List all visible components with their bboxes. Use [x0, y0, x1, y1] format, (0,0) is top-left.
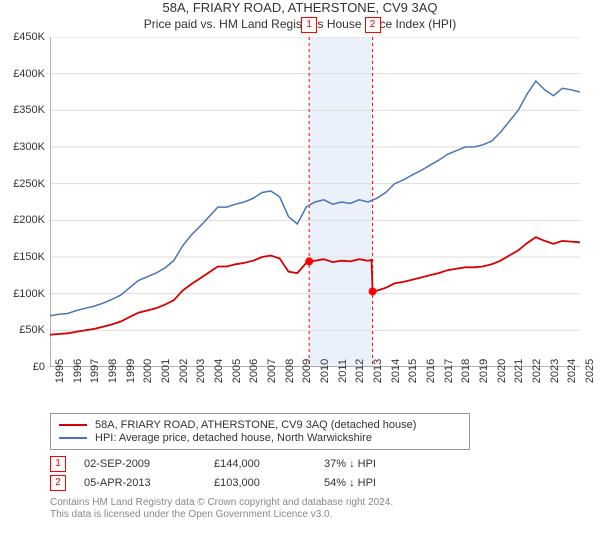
- x-tick-label: 2001: [160, 359, 172, 383]
- x-tick-label: 1997: [89, 359, 101, 383]
- sale-date: 02-SEP-2009: [84, 458, 214, 470]
- legend-item-0: 58A, FRIARY ROAD, ATHERSTONE, CV9 3AQ (d…: [59, 419, 461, 431]
- x-tick-label: 2011: [337, 359, 349, 383]
- x-tick-label: 2023: [549, 359, 561, 383]
- y-tick-label: £50K: [19, 324, 45, 336]
- x-tick-label: 2024: [566, 359, 578, 383]
- sale-date: 05-APR-2013: [84, 477, 214, 489]
- x-tick-label: 2017: [443, 359, 455, 383]
- y-tick-label: £200K: [13, 214, 45, 226]
- chart-svg: [50, 37, 580, 367]
- x-tick-label: 1995: [54, 359, 66, 383]
- sale-hpi-diff: 54% ↓ HPI: [324, 477, 444, 489]
- x-tick-label: 1998: [107, 359, 119, 383]
- x-tick-label: 2003: [195, 359, 207, 383]
- sale-price: £103,000: [214, 477, 324, 489]
- footer-line-1: Contains HM Land Registry data © Crown c…: [50, 497, 600, 510]
- x-tick-label: 2020: [496, 359, 508, 383]
- x-tick-label: 2025: [584, 359, 596, 383]
- x-tick-label: 2004: [213, 359, 225, 383]
- y-tick-label: £100K: [13, 288, 45, 300]
- x-tick-label: 2019: [478, 359, 490, 383]
- x-tick-label: 2012: [354, 359, 366, 383]
- x-tick-label: 2016: [425, 359, 437, 383]
- y-tick-label: £450K: [13, 31, 45, 43]
- x-tick-label: 2009: [301, 359, 313, 383]
- y-tick-label: £400K: [13, 68, 45, 80]
- legend-item-1: HPI: Average price, detached house, Nort…: [59, 432, 461, 444]
- legend-swatch: [59, 424, 87, 426]
- x-tick-label: 2005: [231, 359, 243, 383]
- sale-price: £144,000: [214, 458, 324, 470]
- x-tick-label: 2013: [372, 359, 384, 383]
- x-tick-label: 2010: [319, 359, 331, 383]
- legend-swatch: [59, 437, 87, 439]
- x-tick-label: 1999: [125, 359, 137, 383]
- footer-attribution: Contains HM Land Registry data © Crown c…: [50, 497, 600, 522]
- x-tick-label: 2006: [248, 359, 260, 383]
- sale-badge: 1: [50, 456, 66, 472]
- chart-title: 58A, FRIARY ROAD, ATHERSTONE, CV9 3AQ: [0, 0, 600, 17]
- x-tick-label: 2007: [266, 359, 278, 383]
- sale-row-1: 1 02-SEP-2009£144,00037% ↓ HPI: [50, 456, 600, 472]
- y-tick-label: £300K: [13, 141, 45, 153]
- x-tick-label: 2000: [142, 359, 154, 383]
- sale-hpi-diff: 37% ↓ HPI: [324, 458, 444, 470]
- x-tick-label: 2014: [390, 359, 402, 383]
- sales-table: 1 02-SEP-2009£144,00037% ↓ HPI 2 05-APR-201…: [50, 456, 600, 491]
- x-tick-label: 2008: [284, 359, 296, 383]
- sale-badge: 2: [50, 475, 66, 491]
- sale-row-2: 2 05-APR-2013£103,00054% ↓ HPI: [50, 475, 600, 491]
- y-tick-label: £0: [33, 361, 45, 373]
- footer-line-2: This data is licensed under the Open Gov…: [50, 509, 600, 522]
- sale-point-2: [369, 287, 377, 295]
- chart-subtitle: Price paid vs. HM Land Registry's House …: [0, 17, 600, 31]
- x-tick-label: 2002: [178, 359, 190, 383]
- x-tick-label: 1996: [72, 359, 84, 383]
- legend-label: 58A, FRIARY ROAD, ATHERSTONE, CV9 3AQ (d…: [95, 419, 416, 431]
- sale-marker-badge-2: 2: [365, 17, 381, 33]
- sale-point-1: [305, 257, 313, 265]
- x-tick-label: 2022: [531, 359, 543, 383]
- legend-box: 58A, FRIARY ROAD, ATHERSTONE, CV9 3AQ (d…: [50, 413, 470, 450]
- chart-plot-area: £0£50K£100K£150K£200K£250K£300K£350K£400…: [50, 37, 580, 367]
- x-tick-label: 2015: [407, 359, 419, 383]
- legend-label: HPI: Average price, detached house, Nort…: [95, 432, 372, 444]
- x-tick-label: 2021: [513, 359, 525, 383]
- y-tick-label: £150K: [13, 251, 45, 263]
- x-tick-label: 2018: [460, 359, 472, 383]
- y-tick-label: £350K: [13, 104, 45, 116]
- sale-marker-badge-1: 1: [301, 17, 317, 33]
- y-tick-label: £250K: [13, 178, 45, 190]
